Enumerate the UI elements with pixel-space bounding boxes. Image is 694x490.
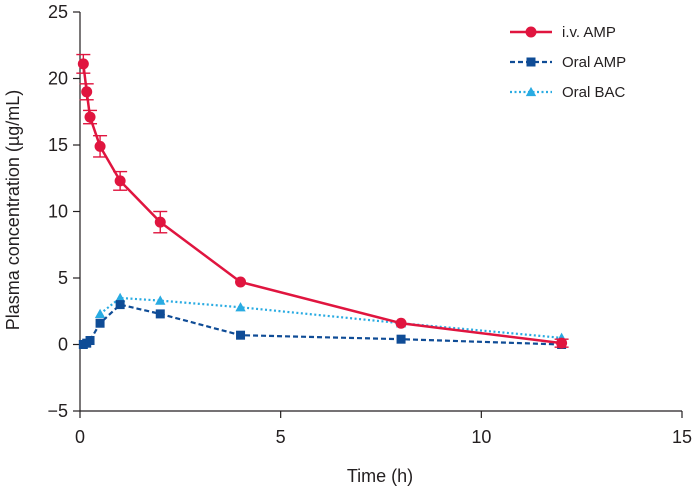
y-tick-label: 10 <box>48 202 68 222</box>
y-tick-label: 5 <box>58 268 68 288</box>
y-tick-label: 15 <box>48 135 68 155</box>
y-tick-label: 0 <box>58 335 68 355</box>
data-point-oral-amp <box>396 334 406 344</box>
series-line-i-v-amp <box>82 63 562 345</box>
data-point-i-v-amp <box>556 337 568 349</box>
data-point-i-v-amp <box>154 216 166 228</box>
data-point-oral-amp <box>115 300 125 310</box>
series-layer <box>76 53 569 349</box>
y-tick-label: 25 <box>48 2 68 22</box>
y-tick-label: 20 <box>48 69 68 89</box>
legend: i.v. AMP Oral AMP Oral BAC <box>510 24 626 101</box>
data-point-oral-bac <box>155 295 166 305</box>
data-point-i-v-amp <box>81 86 93 98</box>
legend-label: Oral AMP <box>562 54 626 71</box>
series-i-v-amp <box>76 53 569 349</box>
data-point-oral-bac <box>94 308 106 319</box>
data-point-i-v-amp <box>94 140 106 152</box>
legend-entry-i-v-amp: i.v. AMP <box>510 24 616 41</box>
data-point-oral-bac <box>235 302 246 312</box>
x-tick-label: 5 <box>276 427 286 447</box>
legend-marker <box>526 57 536 67</box>
x-axis-title: Time (h) <box>347 466 413 486</box>
y-tick-label: −5 <box>47 401 68 421</box>
series-line-oral-amp <box>82 303 562 346</box>
data-point-oral-amp <box>85 336 95 346</box>
data-point-i-v-amp <box>84 111 96 123</box>
series-oral-amp <box>78 300 567 349</box>
data-point-oral-amp <box>236 330 246 340</box>
data-point-i-v-amp <box>77 58 89 70</box>
x-tick-label: 0 <box>75 427 85 447</box>
data-point-oral-bac <box>114 292 126 303</box>
y-axis-title: Plasma concentration (µg/mL) <box>3 90 23 330</box>
data-point-i-v-amp <box>114 175 126 187</box>
data-point-oral-amp <box>95 318 105 328</box>
legend-entry-oral-bac: Oral BAC <box>510 84 626 101</box>
legend-marker <box>525 26 537 38</box>
data-point-oral-amp <box>155 309 165 319</box>
legend-label: Oral BAC <box>562 84 626 101</box>
legend-marker <box>525 86 537 97</box>
data-point-i-v-amp <box>235 276 247 288</box>
axes: −5 0 5 10 15 20 25 0 5 10 15 <box>47 2 692 447</box>
legend-label: i.v. AMP <box>562 24 616 41</box>
data-point-i-v-amp <box>395 317 407 329</box>
legend-entry-oral-amp: Oral AMP <box>510 54 626 71</box>
x-tick-label: 15 <box>672 427 692 447</box>
x-tick-label: 10 <box>471 427 491 447</box>
